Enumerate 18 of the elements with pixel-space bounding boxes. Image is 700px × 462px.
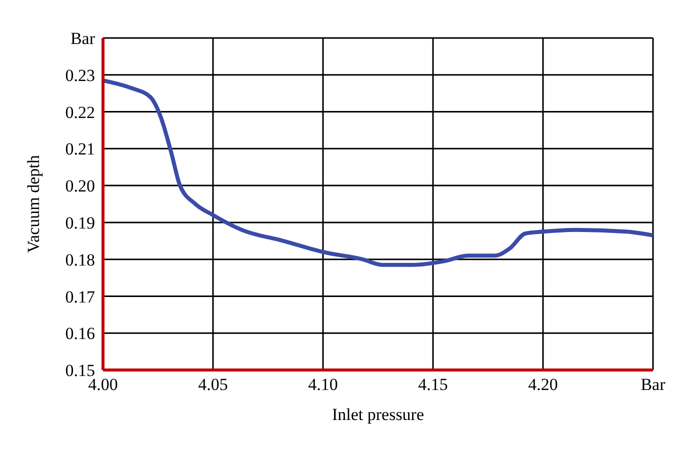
y-tick-label: 0.23 xyxy=(65,66,95,85)
y-tick-label: 0.19 xyxy=(65,213,95,232)
y-axis-title: Vacuum depth xyxy=(24,154,44,253)
x-tick-label: 4.05 xyxy=(198,375,228,394)
x-tick-label: 4.20 xyxy=(528,375,558,394)
y-tick-label: 0.18 xyxy=(65,250,95,270)
x-tick-label: 4.15 xyxy=(418,375,448,394)
y-tick-label: 0.20 xyxy=(65,176,95,196)
y-tick-label: 0.16 xyxy=(65,324,95,344)
y-tick-label: 0.17 xyxy=(65,287,96,306)
x-tick-label: Bar xyxy=(640,375,666,394)
x-tick-label: 4.00 xyxy=(88,375,118,394)
line-series xyxy=(103,78,653,267)
y-tick-label: 0.22 xyxy=(65,102,95,122)
y-tick-label: Bar xyxy=(70,29,96,48)
x-axis-title: Inlet pressure xyxy=(332,405,424,424)
x-tick-label: 4.10 xyxy=(308,375,338,394)
y-tick-label: 0.21 xyxy=(65,140,95,159)
